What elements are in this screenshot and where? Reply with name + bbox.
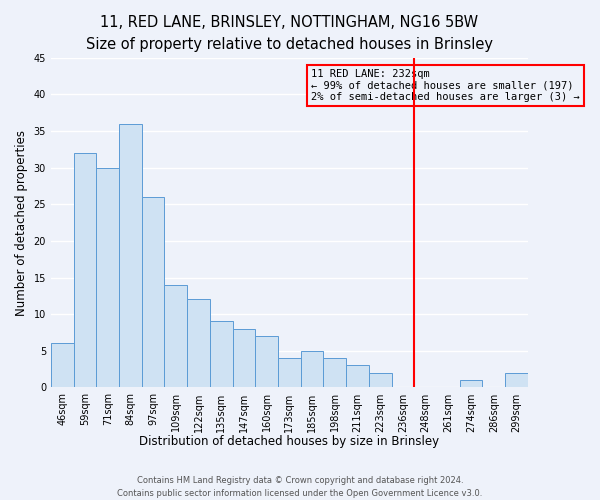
Y-axis label: Number of detached properties: Number of detached properties xyxy=(15,130,28,316)
Bar xyxy=(164,285,187,388)
Bar xyxy=(278,358,301,388)
Bar xyxy=(233,329,256,388)
Bar xyxy=(505,373,528,388)
Bar xyxy=(210,322,233,388)
Bar xyxy=(323,358,346,388)
Bar xyxy=(369,373,392,388)
Bar xyxy=(460,380,482,388)
Bar xyxy=(97,168,119,388)
Bar xyxy=(256,336,278,388)
Bar xyxy=(119,124,142,388)
Bar xyxy=(301,351,323,388)
Bar xyxy=(187,300,210,388)
Text: Contains HM Land Registry data © Crown copyright and database right 2024.
Contai: Contains HM Land Registry data © Crown c… xyxy=(118,476,482,498)
Title: 11, RED LANE, BRINSLEY, NOTTINGHAM, NG16 5BW
Size of property relative to detach: 11, RED LANE, BRINSLEY, NOTTINGHAM, NG16… xyxy=(86,15,493,52)
Bar xyxy=(51,344,74,388)
Bar xyxy=(346,366,369,388)
X-axis label: Distribution of detached houses by size in Brinsley: Distribution of detached houses by size … xyxy=(139,434,439,448)
Text: 11 RED LANE: 232sqm
← 99% of detached houses are smaller (197)
2% of semi-detach: 11 RED LANE: 232sqm ← 99% of detached ho… xyxy=(311,69,580,102)
Bar xyxy=(142,197,164,388)
Bar xyxy=(74,153,97,388)
